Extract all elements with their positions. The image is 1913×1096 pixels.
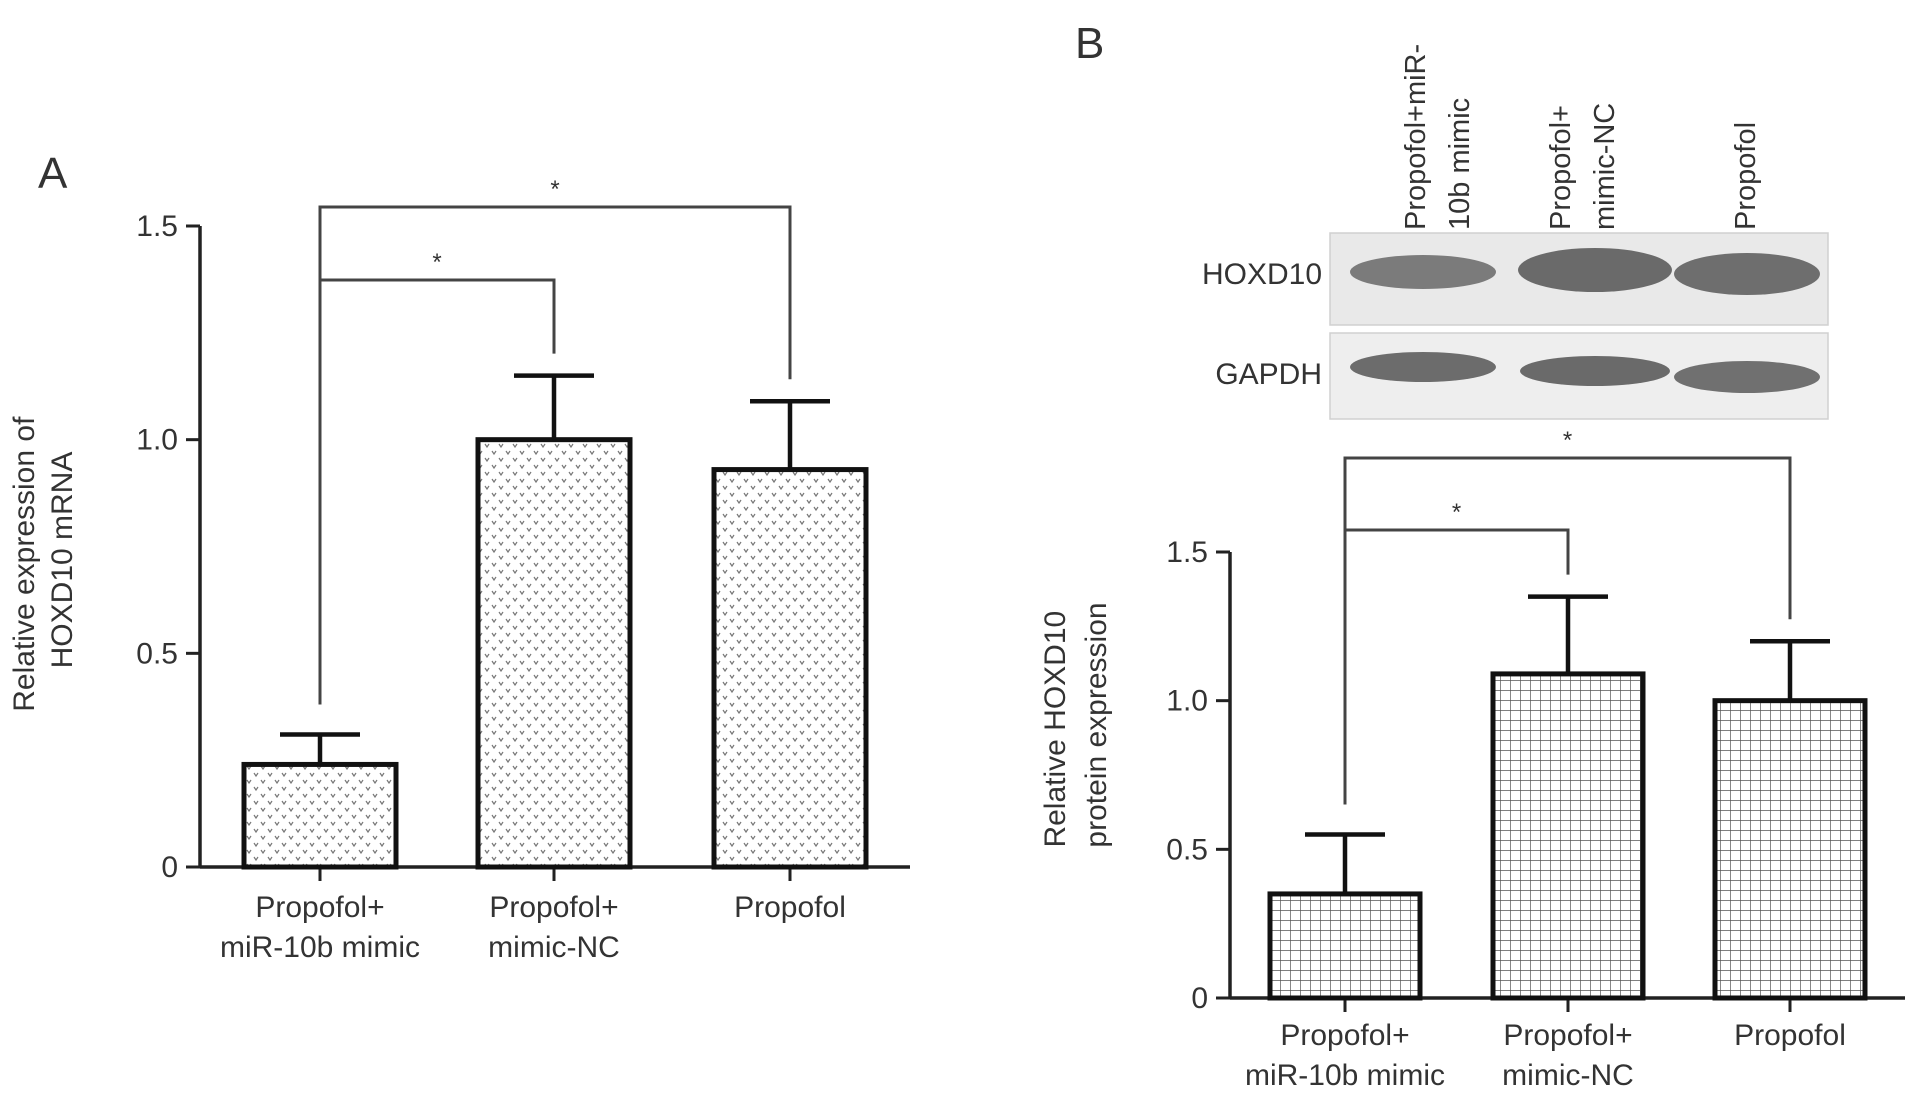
chart-b-ytick-label: 1.5 — [1166, 536, 1208, 569]
chart-a-bar-3 — [711, 467, 869, 870]
chart-a-ytick-label: 1.0 — [136, 424, 178, 457]
chart-b-bar-1 — [1267, 891, 1423, 1001]
panel-b-letter: B — [1075, 19, 1104, 68]
western-blot: Propofol+miR- 10b mimic Propofol+ mimic-… — [1202, 36, 1829, 420]
chart-b-category-label-3-line-1: Propofol — [1734, 1019, 1846, 1052]
chart-b-category-label-2-line-2: mimic-NC — [1502, 1059, 1634, 1092]
chart-b-category-label-2-line-1: Propofol+ — [1503, 1019, 1632, 1052]
chart-a-bar-2 — [475, 437, 633, 870]
blot-lane-label-2: Propofol+ mimic-NC — [1545, 97, 1621, 230]
chart-b-category-label-1-line-1: Propofol+ — [1280, 1019, 1409, 1052]
chart-a-category-label-2: Propofol+ mimic-NC — [488, 891, 620, 964]
band-hoxd10-lane-3 — [1674, 253, 1820, 295]
chart-a-category-label-1-line-1: Propofol+ — [255, 891, 384, 924]
chart-b-significance-bracket-2 — [1343, 456, 1792, 805]
chart-b-significance-label-1: * — [1452, 499, 1461, 526]
chart-a-significance-bracket-2 — [318, 205, 792, 705]
chart-b-bar-2 — [1490, 671, 1646, 1001]
chart-b-ylabel-line-1: Relative HOXD10 — [1039, 611, 1072, 848]
band-gapdh-lane-1 — [1350, 352, 1496, 382]
chart-b: Relative HOXD10 protein expression * * 0 0… — [1039, 427, 1905, 1092]
chart-b-ytick-label: 0 — [1191, 982, 1208, 1015]
chart-b-ylabel: Relative HOXD10 protein expression — [1039, 602, 1113, 847]
blot-lane-label-1: Propofol+miR- 10b mimic — [1400, 36, 1476, 230]
band-gapdh-lane-3 — [1674, 361, 1820, 393]
chart-b-significance-label-2: * — [1563, 427, 1572, 454]
blot-row-label-gapdh: GAPDH — [1215, 358, 1322, 391]
chart-a-category-label-2-line-2: mimic-NC — [488, 931, 620, 964]
blot-lane-label-1-line-1: Propofol+miR- — [1400, 44, 1432, 230]
chart-b-category-label-1: Propofol+ miR-10b mimic — [1245, 1019, 1445, 1092]
blot-lane-label-3: Propofol — [1730, 122, 1762, 230]
blot-lane-label-2-line-1: Propofol+ — [1545, 105, 1577, 230]
chart-b-ytick-label: 0.5 — [1166, 833, 1208, 866]
chart-a-ytick-label: 1.5 — [136, 210, 178, 243]
chart-b-bar-3 — [1712, 698, 1868, 1001]
band-hoxd10-lane-1 — [1350, 255, 1496, 289]
chart-a-significance-label-2: * — [550, 176, 559, 203]
chart-a-category-label-2-line-1: Propofol+ — [489, 891, 618, 924]
panel-a-letter: A — [38, 149, 68, 198]
band-hoxd10-lane-2 — [1518, 248, 1672, 292]
chart-a-category-label-1-line-2: miR-10b mimic — [220, 931, 420, 964]
chart-a-ylabel-line-1: Relative expression of — [8, 416, 41, 712]
chart-a-ytick-label: 0 — [161, 851, 178, 884]
blot-lane-label-2-line-2: mimic-NC — [1589, 103, 1621, 230]
chart-a-significance-label-1: * — [432, 249, 441, 276]
chart-b-category-label-2: Propofol+ mimic-NC — [1502, 1019, 1634, 1092]
chart-b-category-label-1-line-2: miR-10b mimic — [1245, 1059, 1445, 1092]
chart-a-ytick-label: 0.5 — [136, 637, 178, 670]
chart-a-ylabel: Relative expression of HOXD10 mRNA — [8, 408, 79, 712]
chart-a-category-label-3-line-1: Propofol — [734, 891, 846, 924]
chart-a: Relative expression of HOXD10 mRNA * * 0 0… — [8, 176, 910, 964]
blot-lane-label-1-line-2: 10b mimic — [1444, 98, 1476, 230]
chart-a-ylabel-line-2: HOXD10 mRNA — [46, 452, 79, 669]
chart-a-category-label-3: Propofol — [734, 891, 846, 924]
chart-a-category-label-1: Propofol+ miR-10b mimic — [220, 891, 420, 964]
blot-row-label-hoxd10: HOXD10 — [1202, 258, 1322, 291]
blot-lane-label-3-line-1: Propofol — [1730, 122, 1762, 230]
chart-b-category-label-3: Propofol — [1734, 1019, 1846, 1052]
chart-b-ytick-label: 1.0 — [1166, 685, 1208, 718]
chart-a-bar-1 — [241, 761, 399, 870]
chart-b-ylabel-line-2: protein expression — [1080, 602, 1113, 847]
band-gapdh-lane-2 — [1520, 356, 1670, 386]
